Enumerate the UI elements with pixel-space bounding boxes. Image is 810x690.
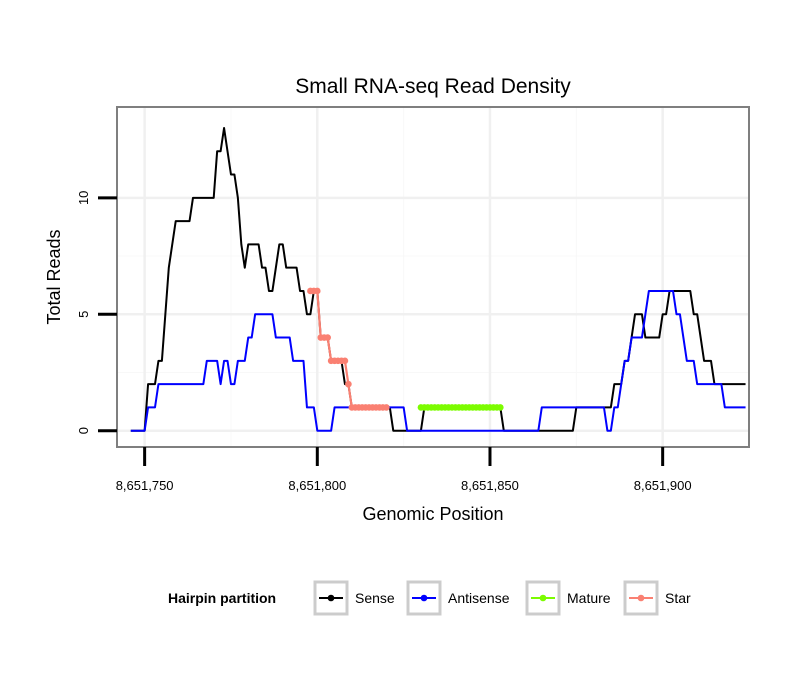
grid-major — [117, 107, 749, 447]
point-star — [324, 334, 331, 341]
legend: Hairpin partition Sense Antisense Mature St… — [168, 580, 691, 616]
y-tick-label: 5 — [76, 311, 91, 318]
x-tick-label: 8,651,900 — [634, 478, 692, 493]
point-star — [345, 380, 352, 388]
legend-entry-sense: Sense — [313, 580, 395, 616]
legend-entry-mature: Mature — [525, 580, 611, 616]
legend-label: Sense — [355, 590, 395, 606]
series-mature — [417, 404, 504, 411]
legend-label: Star — [665, 590, 691, 606]
point-star — [383, 404, 390, 411]
chart-title: Small RNA-seq Read Density — [295, 75, 571, 98]
legend-entries: Sense Antisense Mature Star — [313, 580, 691, 616]
legend-entry-antisense: Antisense — [406, 580, 510, 616]
x-tick-label: 8,651,800 — [288, 478, 346, 493]
y-axis: 0 5 10 — [76, 191, 117, 434]
point-star — [341, 357, 349, 365]
legend-entry-star: Star — [623, 580, 691, 616]
legend-label: Mature — [567, 590, 611, 606]
series-star — [307, 287, 390, 411]
x-axis-title: Genomic Position — [362, 504, 503, 524]
x-axis: 8,651,750 8,651,800 8,651,850 8,651,900 — [116, 447, 692, 493]
y-tick-label: 10 — [76, 191, 91, 205]
y-axis-title: Total Reads — [44, 229, 64, 324]
legend-label: Antisense — [448, 590, 510, 606]
panel-background — [117, 107, 749, 447]
series-layer — [130, 126, 746, 432]
x-tick-label: 8,651,750 — [116, 478, 174, 493]
panel-border — [116, 106, 750, 448]
plot-panel — [116, 106, 750, 448]
legend-title: Hairpin partition — [168, 590, 276, 606]
legend-key-point — [327, 594, 335, 602]
legend-key-point — [539, 594, 547, 602]
y-tick-label: 0 — [76, 427, 91, 434]
legend-key-point — [420, 594, 428, 602]
legend-key-point — [637, 594, 645, 602]
x-tick-label: 8,651,850 — [461, 478, 519, 493]
point-mature — [497, 404, 504, 411]
point-star — [314, 287, 321, 295]
